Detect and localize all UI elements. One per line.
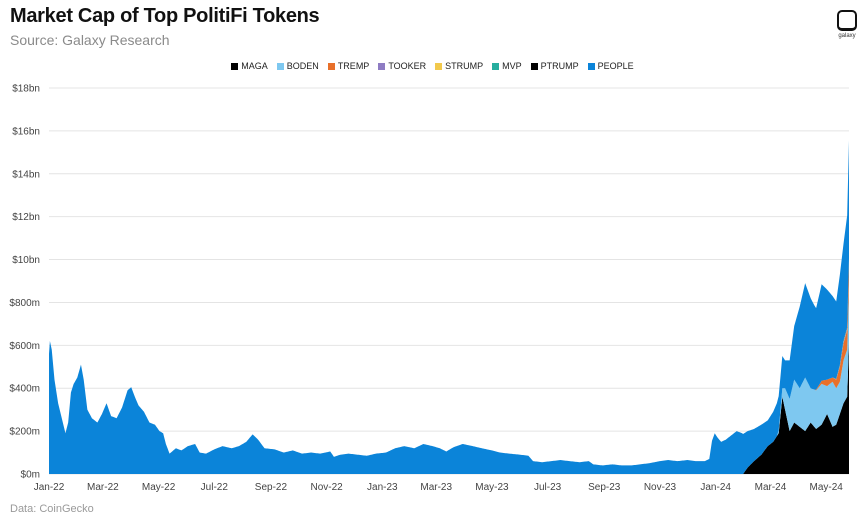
legend-item-strump: STRUMP [435,61,483,71]
y-tick-label: $400m [9,384,40,395]
x-tick-label: May-24 [809,482,843,493]
legend-item-tooker: TOOKER [378,61,426,71]
legend-item-maga: MAGA [231,61,268,71]
area-series-people [49,140,849,474]
x-tick-label: Jan-23 [367,482,398,493]
legend-item-ptrump: PTRUMP [530,61,579,71]
legend-swatch [327,62,335,70]
legend-swatch [530,62,538,70]
y-tick-label: $16bn [12,126,40,137]
legend-swatch [378,62,386,70]
x-tick-label: Jul-22 [201,482,229,493]
x-tick-label: Mar-24 [755,482,787,493]
legend-item-boden: BODEN [276,61,319,71]
legend-label: PEOPLE [597,61,634,71]
legend-item-tremp: TREMP [327,61,370,71]
y-tick-label: $600m [9,341,40,352]
x-tick-label: Mar-23 [420,482,452,493]
legend-item-people: PEOPLE [587,61,634,71]
x-tick-label: Jan-24 [700,482,731,493]
chart-grid [49,87,849,475]
legend-label: PTRUMP [540,61,579,71]
legend-label: TREMP [337,61,370,71]
y-tick-label: $200m [9,427,40,438]
y-tick-label: $10bn [12,255,40,266]
galaxy-logo-text: galaxy [838,33,856,39]
x-tick-label: May-23 [475,482,509,493]
chart-legend: MAGA BODEN TREMP TOOKER STRUMP MVP PTRUMP PEOPL… [0,61,865,71]
x-tick-label: May-22 [142,482,176,493]
chart-title: Market Cap of Top PolitiFi Tokens [10,5,320,27]
y-tick-label: $12bn [12,212,40,223]
data-source-note: Data: CoinGecko [10,503,94,515]
legend-swatch [492,62,500,70]
y-axis-ticks: $0m $200m $400m $600m $800m $10bn $12bn $14bn $1… [9,84,40,481]
y-tick-label: $0m [21,470,40,481]
area-series-maga [49,341,849,474]
legend-label: MAGA [241,61,268,71]
x-axis-ticks: Jan-22 Mar-22 May-22 Jul-22 Sep-22 Nov-22 Jan-… [34,482,844,493]
x-tick-label: Nov-23 [644,482,677,493]
legend-swatch [435,62,443,70]
legend-swatch [276,62,284,70]
chart-subtitle: Source: Galaxy Research [10,32,170,48]
y-tick-label: $800m [9,298,40,309]
x-tick-label: Nov-22 [311,482,344,493]
legend-label: STRUMP [445,61,484,71]
x-tick-label: Sep-23 [588,482,621,493]
legend-label: TOOKER [388,61,427,71]
x-tick-label: Sep-22 [255,482,288,493]
x-tick-label: Mar-22 [87,482,119,493]
legend-label: BODEN [286,61,319,71]
legend-swatch [587,62,595,70]
legend-swatch [231,62,239,70]
chart-areas [49,140,849,474]
legend-label: MVP [502,61,522,71]
galaxy-logo: galaxy [832,10,862,39]
galaxy-logo-icon [837,10,857,31]
y-tick-label: $18bn [12,84,40,95]
x-tick-label: Jan-22 [34,482,65,493]
x-tick-label: Jul-23 [534,482,562,493]
y-tick-label: $14bn [12,169,40,180]
legend-item-mvp: MVP [492,61,522,71]
